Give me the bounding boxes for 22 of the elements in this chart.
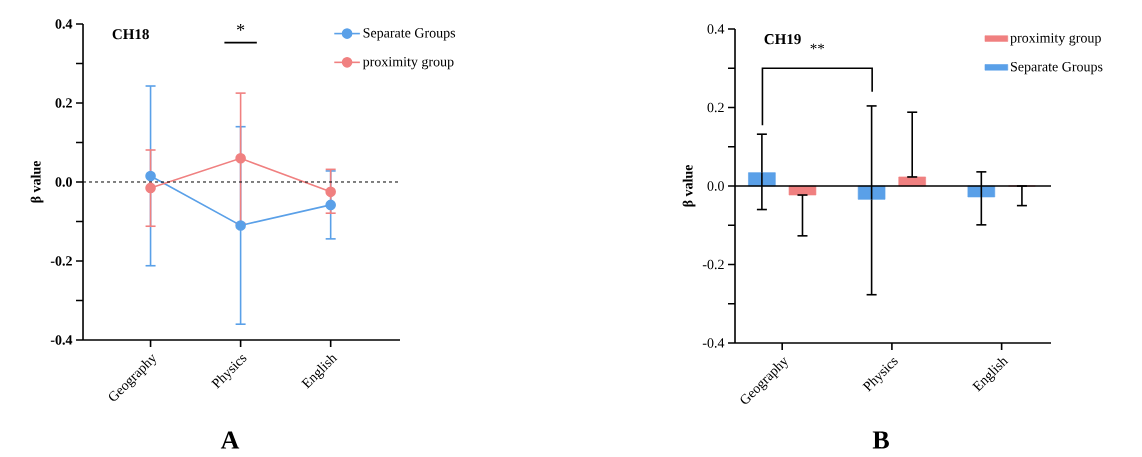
annotation: ** (810, 43, 825, 50)
y-tick-label: 0.4 (707, 24, 725, 34)
chart-title: CH18 (112, 29, 149, 40)
y-axis-title: β value (30, 160, 44, 203)
legend-label: Separate Groups (363, 28, 456, 41)
y-tick-label: -0.4 (702, 338, 725, 348)
y-tick-label: -0.2 (702, 259, 724, 270)
chart-title: CH19 (764, 34, 801, 45)
y-tick-label: 0.0 (55, 177, 72, 187)
legend-label: proximity group (1010, 33, 1101, 46)
y-tick-label: 0.4 (55, 19, 73, 29)
y-tick-label: -0.2 (50, 256, 72, 266)
annotation: * (236, 24, 245, 31)
legend-label: Separate Groups (1010, 61, 1103, 75)
legend-label: proximity group (362, 56, 454, 70)
y-tick-label: 0.2 (707, 102, 724, 113)
y-tick-label: -0.4 (50, 335, 73, 345)
y-tick-label: 0.0 (707, 181, 724, 191)
y-axis-title: β value (682, 164, 696, 207)
text: A (220, 431, 240, 449)
text: B (872, 431, 889, 449)
y-tick-label: 0.2 (55, 98, 72, 108)
